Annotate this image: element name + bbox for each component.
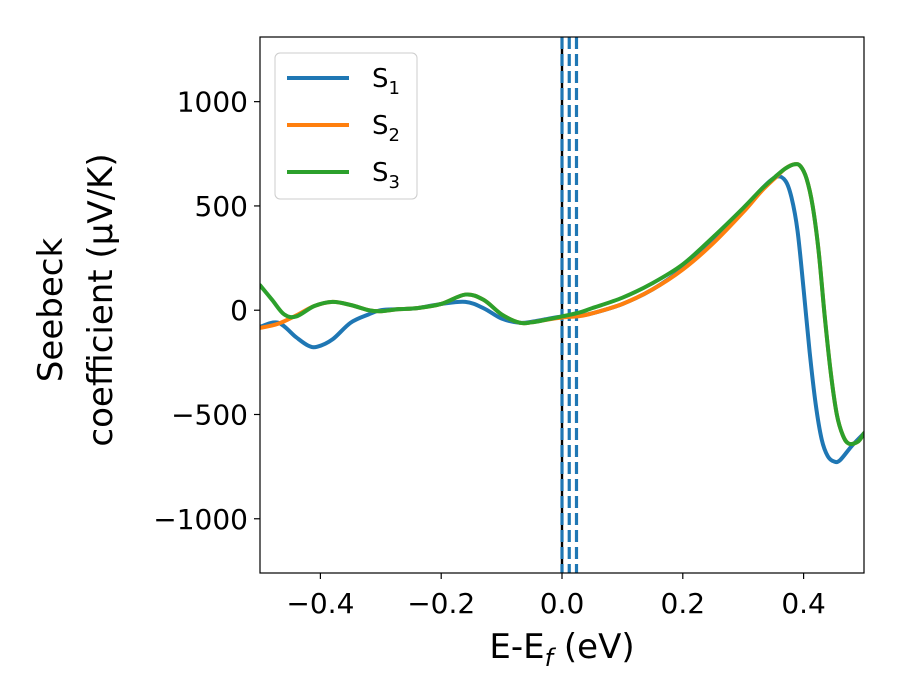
legend-label-s1: S1 (372, 64, 400, 99)
y-tick-label: 500 (195, 190, 248, 223)
y-axis-ticks: −1000 −500 0 500 1000 (153, 86, 260, 536)
x-axis-label: E-Ef (eV) (489, 627, 634, 672)
y-axis-label: Seebeck coefficient (μV/K) (31, 153, 121, 446)
y-tick-label: 0 (230, 294, 248, 327)
x-axis-ticks: −0.4 −0.2 0.0 0.2 0.4 (286, 573, 826, 620)
series-line-s3 (260, 162, 864, 447)
legend-label-s3: S3 (372, 158, 400, 193)
y-axis-label-line1: Seebeck (31, 238, 71, 383)
vertical-marker-lines (560, 37, 579, 573)
x-tick-label: 0.2 (661, 587, 706, 620)
y-tick-label: −1000 (153, 503, 248, 536)
x-tick-label: −0.2 (407, 587, 475, 620)
legend-label-s2: S2 (372, 111, 400, 146)
legend: S1 S2 S3 (274, 52, 418, 200)
y-tick-label: 1000 (177, 86, 248, 119)
x-tick-label: 0.0 (540, 587, 585, 620)
y-tick-label: −500 (171, 398, 248, 431)
x-tick-label: −0.4 (286, 587, 354, 620)
y-axis-label-line2: coefficient (μV/K) (81, 153, 121, 446)
x-tick-label: 0.4 (781, 587, 826, 620)
x-axis-label-suffix: (eV) (553, 627, 635, 667)
x-axis-label-base: E-E (489, 627, 544, 667)
series-lines (260, 162, 864, 465)
